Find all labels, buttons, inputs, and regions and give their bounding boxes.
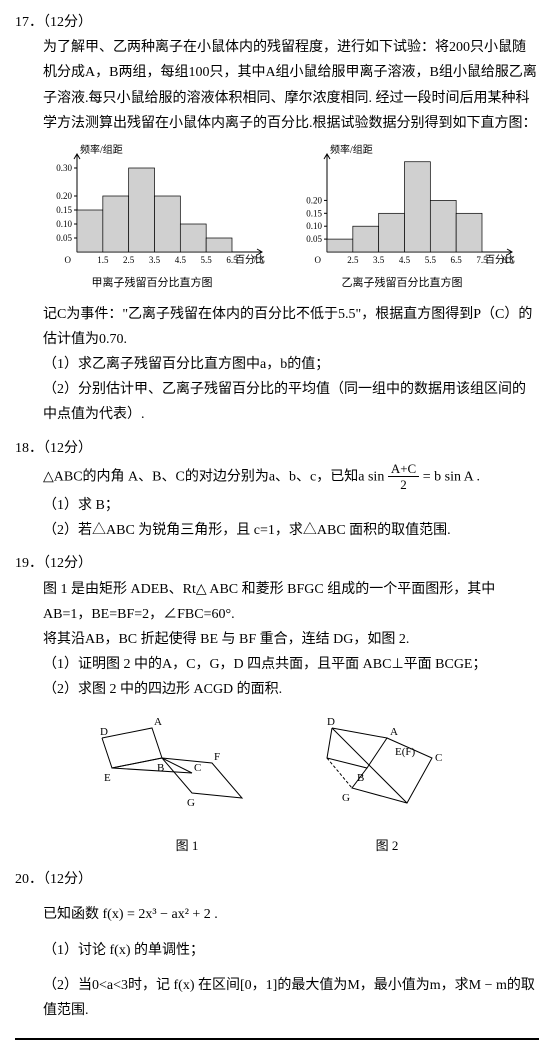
svg-text:2.5: 2.5 [347, 255, 359, 265]
svg-text:2.5: 2.5 [123, 255, 135, 265]
frac-den: 2 [388, 477, 419, 493]
chart-a: 频率/组距 0.05 0.10 0.15 0.20 0.30 O 1.5 2.5 3.5 4.5 5.… [37, 144, 267, 294]
svg-text:4.5: 4.5 [175, 255, 187, 265]
svg-text:0.05: 0.05 [306, 234, 322, 244]
chart-b-caption: 乙离子残留百分比直方图 [287, 274, 517, 294]
problem-20-sub2: （2）当0<a<3时，记 f(x) 在区间[0，1]的最大值为M，最小值为m，求… [15, 973, 539, 1023]
problem-19-sub2: （2）求图 2 中的四边形 ACGD 的面积. [15, 677, 539, 702]
svg-text:3.5: 3.5 [373, 255, 385, 265]
problem-19-text2: 将其沿AB，BC 折起使得 BE 与 BF 重合，连结 DG，如图 2. [15, 627, 539, 652]
svg-text:3.5: 3.5 [149, 255, 161, 265]
svg-text:0.15: 0.15 [56, 205, 72, 215]
p18-pre: △ABC的内角 A、B、C的对边分别为a、b、c，已知a sin [43, 469, 384, 484]
chart-a-caption: 甲离子残留百分比直方图 [37, 274, 267, 294]
problem-18: 18．（12分） △ABC的内角 A、B、C的对边分别为a、b、c，已知a si… [15, 436, 539, 544]
svg-text:B: B [357, 772, 364, 784]
problem-19-header: 19．（12分） [15, 551, 539, 576]
svg-text:频率/组距: 频率/组距 [80, 144, 123, 156]
svg-text:A: A [390, 726, 398, 738]
svg-text:0.30: 0.30 [56, 163, 72, 173]
svg-text:E: E [104, 772, 111, 784]
hist-b-svg: 频率/组距0.050.100.150.20O2.53.54.55.56.57.5… [287, 144, 517, 274]
figure-1: D A E B C F G 图 1 [92, 713, 282, 858]
problem-17-sub1: （1）求乙离子残留百分比直方图中a，b的值； [15, 352, 539, 377]
frac-num: A+C [388, 461, 419, 478]
svg-text:0.20: 0.20 [56, 191, 72, 201]
problem-18-sub2: （2）若△ABC 为锐角三角形，且 c=1，求△ABC 面积的取值范围. [15, 518, 539, 543]
problem-19-sub1: （1）证明图 2 中的A，C，G，D 四点共面，且平面 ABC⊥平面 BCGE； [15, 652, 539, 677]
svg-text:O: O [315, 255, 322, 265]
svg-text:G: G [342, 792, 350, 804]
fig1-caption: 图 1 [92, 834, 282, 857]
svg-text:频率/组距: 频率/组距 [330, 144, 373, 156]
svg-text:1.5: 1.5 [97, 255, 109, 265]
svg-text:F: F [214, 751, 220, 763]
fraction: A+C 2 [388, 461, 419, 493]
svg-text:G: G [187, 797, 195, 809]
bottom-rule [15, 1038, 539, 1040]
svg-text:O: O [65, 255, 72, 265]
svg-text:0.20: 0.20 [306, 195, 322, 205]
svg-text:C: C [194, 762, 201, 774]
svg-text:百分比: 百分比 [235, 254, 265, 266]
p18-post: = b sin A . [423, 469, 480, 484]
svg-text:6.5: 6.5 [451, 255, 463, 265]
problem-17: 17．（12分） 为了解甲、乙两种离子在小鼠体内的残留程度，进行如下试验：将20… [15, 10, 539, 428]
problem-20: 20．（12分） 已知函数 f(x) = 2x³ − ax² + 2 . （1）… [15, 867, 539, 1023]
svg-text:5.5: 5.5 [425, 255, 437, 265]
svg-text:5.5: 5.5 [201, 255, 213, 265]
fig2-svg: D A E(F) B C G [312, 713, 462, 823]
svg-text:4.5: 4.5 [399, 255, 411, 265]
svg-text:D: D [327, 716, 335, 728]
svg-text:A: A [154, 716, 162, 728]
svg-text:0.10: 0.10 [306, 221, 322, 231]
problem-17-text1: 为了解甲、乙两种离子在小鼠体内的残留程度，进行如下试验：将200只小鼠随机分成A… [15, 35, 539, 136]
problem-20-sub1: （1）讨论 f(x) 的单调性； [15, 938, 539, 963]
svg-text:百分比: 百分比 [485, 254, 515, 266]
problem-17-sub2: （2）分别估计甲、乙离子残留百分比的平均值（同一组中的数据用该组区间的中点值为代… [15, 377, 539, 427]
svg-text:0.10: 0.10 [56, 219, 72, 229]
problem-19: 19．（12分） 图 1 是由矩形 ADEB、Rt△ ABC 和菱形 BFGC … [15, 551, 539, 857]
charts-row: 频率/组距 0.05 0.10 0.15 0.20 0.30 O 1.5 2.5 3.5 4.5 5.… [15, 144, 539, 294]
chart-b: 频率/组距0.050.100.150.20O2.53.54.55.56.57.5… [287, 144, 517, 294]
svg-text:D: D [100, 726, 108, 738]
hist-a-svg: 频率/组距 0.05 0.10 0.15 0.20 0.30 O 1.5 2.5 3.5 4.5 5.… [37, 144, 267, 274]
svg-text:0.05: 0.05 [56, 233, 72, 243]
problem-17-text2: 记C为事件："乙离子残留在体内的百分比不低于5.5"，根据直方图得到P（C）的估… [15, 302, 539, 352]
svg-text:C: C [435, 752, 442, 764]
problem-18-text1: △ABC的内角 A、B、C的对边分别为a、b、c，已知a sin A+C 2 =… [15, 461, 539, 493]
fig1-svg: D A E B C F G [92, 713, 282, 823]
problem-20-text1: 已知函数 f(x) = 2x³ − ax² + 2 . [15, 902, 539, 927]
problem-18-sub1: （1）求 B； [15, 493, 539, 518]
problem-17-header: 17．（12分） [15, 10, 539, 35]
problem-18-header: 18．（12分） [15, 436, 539, 461]
problem-19-text1: 图 1 是由矩形 ADEB、Rt△ ABC 和菱形 BFGC 组成的一个平面图形… [15, 577, 539, 627]
svg-text:0.15: 0.15 [306, 208, 322, 218]
fig2-caption: 图 2 [312, 834, 462, 857]
figures-row: D A E B C F G 图 1 D A [15, 713, 539, 858]
problem-20-header: 20．（12分） [15, 867, 539, 892]
figure-2: D A E(F) B C G 图 2 [312, 713, 462, 858]
svg-text:E(F): E(F) [395, 746, 416, 758]
svg-text:B: B [157, 762, 164, 774]
